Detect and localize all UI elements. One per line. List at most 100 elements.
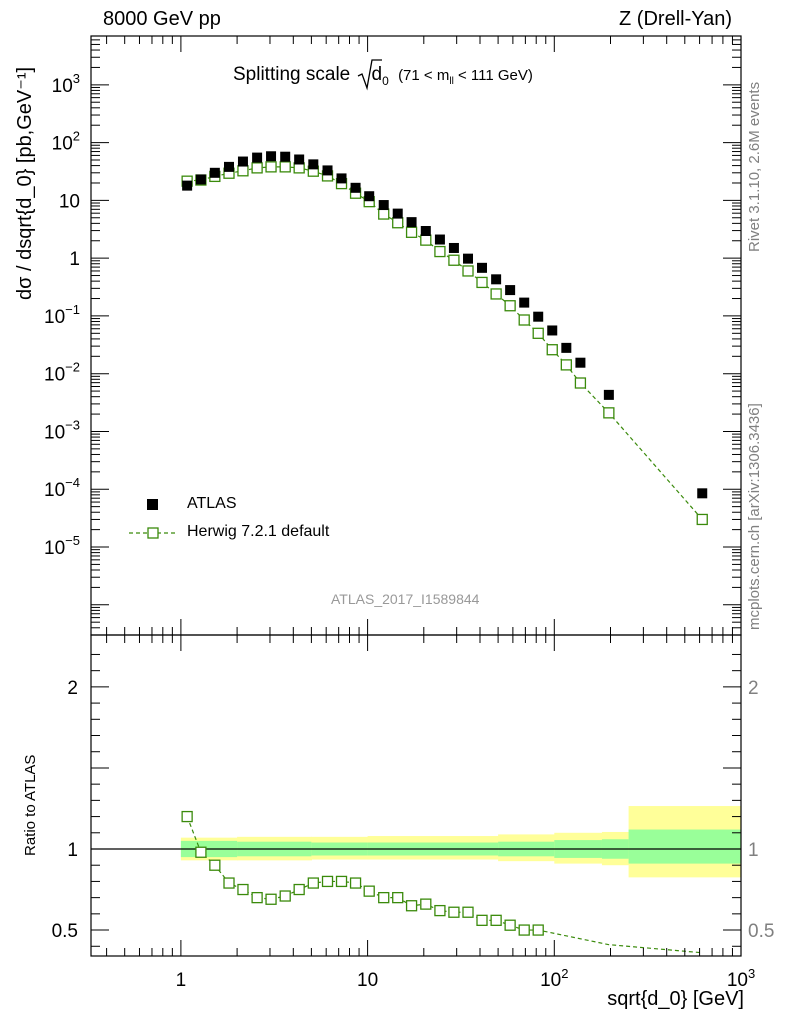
data-point bbox=[575, 357, 586, 368]
y-ratio-tick-label: 1 bbox=[67, 840, 78, 861]
data-point bbox=[322, 165, 333, 176]
x-axis-label: sqrt{d_0} [GeV] bbox=[607, 988, 744, 1010]
mc-point bbox=[420, 234, 432, 246]
y-ratio-ticks: 0.5 0.5 1 1 2 2 bbox=[52, 653, 774, 947]
data-point bbox=[406, 217, 417, 228]
data-point bbox=[378, 200, 389, 211]
y-axis-label-top: dσ / dsqrt{d_0} [pb,GeV⁻¹] bbox=[14, 66, 36, 300]
y-tick-label: 10−4 bbox=[44, 475, 80, 501]
mcplots-label: mcplots.cern.ch [arXiv:1306.3436] bbox=[746, 403, 763, 630]
y-ratio-tick-label-right: 1 bbox=[748, 840, 759, 861]
y-ratio-tick-label-right: 2 bbox=[748, 678, 759, 699]
main-series bbox=[181, 151, 708, 526]
y-tick-exp: −4 bbox=[65, 475, 80, 490]
y-tick-base: 10 bbox=[52, 134, 73, 155]
data-point bbox=[603, 389, 614, 400]
ratio-mc-point bbox=[223, 877, 235, 889]
mc-point bbox=[392, 217, 404, 229]
data-point bbox=[237, 156, 248, 167]
ratio-mc-point bbox=[405, 900, 418, 912]
mc-point bbox=[504, 300, 516, 312]
ratio-bands bbox=[180, 806, 741, 878]
ratio-mc-point bbox=[504, 919, 516, 931]
ratio-series bbox=[181, 810, 703, 954]
rivet-label: Rivet 3.1.10, 2.6M events bbox=[746, 81, 763, 252]
mc-point bbox=[405, 226, 418, 238]
legend-marker-mc bbox=[147, 527, 159, 539]
data-point bbox=[519, 297, 530, 308]
y-tick-exp: −3 bbox=[65, 417, 80, 432]
data-point bbox=[182, 180, 193, 191]
title-root-sub: 0 bbox=[382, 73, 389, 88]
mc-point bbox=[490, 288, 502, 300]
data-point bbox=[294, 154, 305, 165]
ratio-mc-point bbox=[462, 906, 474, 918]
y-tick-label: 10−3 bbox=[44, 417, 80, 443]
data-point bbox=[336, 173, 347, 184]
data-point bbox=[308, 159, 319, 170]
mc-point bbox=[574, 377, 587, 389]
analysis-id: ATLAS_2017_I1589844 bbox=[331, 591, 480, 607]
data-point bbox=[195, 174, 206, 185]
chart-title: Splitting scale d0 (71 < mll < 111 GeV) bbox=[233, 59, 533, 91]
inner-band-segment bbox=[628, 829, 741, 864]
data-point bbox=[463, 253, 474, 264]
legend-label-mc: Herwig 7.2.1 default bbox=[187, 523, 330, 540]
data-point bbox=[252, 152, 263, 163]
data-point bbox=[420, 226, 431, 237]
ratio-mc-point bbox=[532, 924, 544, 936]
data-point bbox=[266, 151, 277, 162]
ratio-mc-point bbox=[392, 891, 404, 904]
y-ratio-tick-label: 0.5 bbox=[52, 921, 78, 942]
y-tick-exp: −5 bbox=[65, 533, 80, 548]
data-point bbox=[533, 311, 544, 322]
x-tick-exp: 3 bbox=[748, 966, 755, 981]
ratio-mc-point bbox=[195, 846, 207, 858]
y-tick-base: 10 bbox=[44, 422, 65, 443]
legend-marker-data bbox=[147, 499, 158, 510]
y-tick-label: 10−2 bbox=[44, 360, 80, 386]
mc-line bbox=[187, 166, 703, 520]
data-point bbox=[350, 182, 361, 193]
y-tick-base: 10 bbox=[52, 76, 73, 97]
x-tick-labels: 1 10 102 103 bbox=[176, 966, 756, 991]
mc-point bbox=[603, 407, 615, 419]
mc-point bbox=[476, 276, 488, 289]
x-tick-label: 103 bbox=[727, 966, 755, 991]
data-point bbox=[434, 234, 445, 245]
header-right: Z (Drell-Yan) bbox=[619, 8, 732, 30]
y-tick-label: 103 bbox=[52, 71, 80, 97]
y-axis-label-bottom: Ratio to ATLAS bbox=[22, 754, 39, 856]
y-tick-label: 10−5 bbox=[44, 533, 80, 559]
mc-point bbox=[378, 208, 390, 220]
mc-point bbox=[448, 254, 460, 266]
y-tick-label: 10 bbox=[59, 191, 80, 212]
mc-point bbox=[518, 314, 530, 326]
ratio-mc-point bbox=[237, 883, 249, 896]
y-ratio-tick-label: 2 bbox=[67, 678, 78, 699]
data-point bbox=[505, 285, 516, 296]
ratio-mc-point bbox=[293, 883, 305, 896]
y-tick-label: 1 bbox=[69, 249, 80, 270]
data-point bbox=[697, 488, 708, 499]
data-point bbox=[547, 325, 558, 336]
legend bbox=[129, 499, 177, 539]
data-point bbox=[561, 342, 572, 353]
data-point bbox=[491, 274, 502, 285]
x-tick-label: 10 bbox=[357, 970, 378, 991]
ratio-mc-point bbox=[181, 810, 193, 823]
title-range-suffix: < 111 GeV) bbox=[453, 67, 533, 84]
ratio-mc-point bbox=[335, 875, 348, 888]
y-ratio-tick-label-right: 0.5 bbox=[748, 921, 774, 942]
title-range-sub: ll bbox=[449, 76, 454, 87]
y-tick-exp: 2 bbox=[73, 129, 80, 144]
ratio-mc-point bbox=[307, 877, 319, 889]
y-tick-label: 10−1 bbox=[44, 302, 80, 328]
data-point bbox=[448, 242, 459, 253]
ratio-mc-point bbox=[363, 885, 375, 897]
title-range: (71 < mll < 111 GeV) bbox=[398, 67, 533, 87]
data-point bbox=[392, 208, 403, 219]
y-tick-base: 10 bbox=[44, 365, 65, 386]
